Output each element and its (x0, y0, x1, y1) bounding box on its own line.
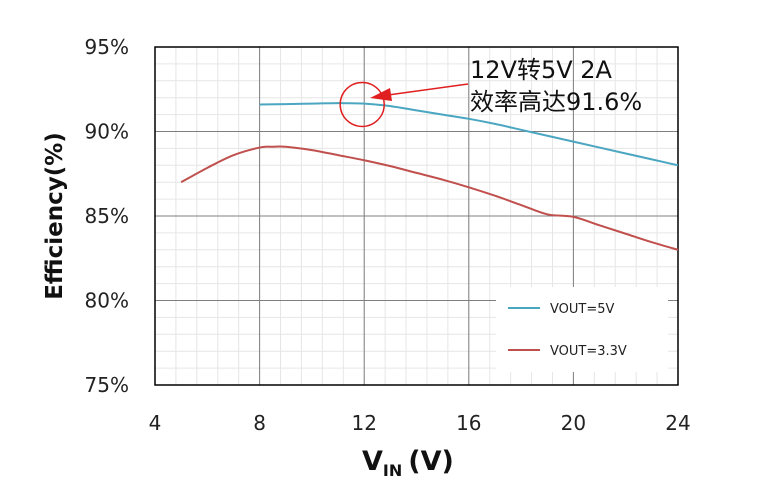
x-tick-label: 4 (149, 411, 162, 435)
x-axis-label-sub: IN (383, 461, 402, 480)
legend-label-vout-3v3: VOUT=3.3V (550, 344, 627, 359)
legend-box (496, 287, 668, 372)
plot-frame (154, 46, 679, 386)
y-tick-label: 85% (85, 204, 129, 228)
series-line-vout-5v (259, 102, 679, 167)
x-tick-label: 24 (665, 411, 690, 435)
x-axis-label: VIN (V) (362, 446, 454, 480)
x-tick-label: 8 (253, 411, 266, 435)
legend-label-vout-5v: VOUT=5V (550, 302, 615, 317)
annotation-arrow-line (387, 83, 469, 96)
x-axis-label-main: V (362, 446, 383, 477)
y-tick-label: 75% (85, 373, 129, 397)
annotation-text-line2: 效率高达91.6% (470, 88, 642, 116)
x-tick-label: 12 (351, 411, 376, 435)
x-tick-labels: 4 8 12 16 20 24 (149, 411, 691, 435)
legend: VOUT=5V VOUT=3.3V (496, 287, 668, 372)
annotation-circle (339, 81, 385, 128)
y-tick-label: 95% (85, 35, 129, 59)
annotation: 12V转5V 2A 效率高达91.6% (339, 56, 642, 128)
y-axis-label: Efficiency(%) (42, 132, 68, 300)
annotation-arrow-head (370, 88, 392, 101)
y-tick-label: 80% (85, 289, 129, 313)
y-tick-labels: 95% 90% 85% 80% 75% (85, 35, 129, 397)
series-line-vout-3v3 (180, 145, 679, 251)
series-layer (180, 102, 679, 251)
x-axis-label-unit: (V) (408, 446, 454, 477)
x-tick-label: 20 (561, 411, 586, 435)
y-tick-label: 90% (85, 120, 129, 144)
annotation-text-line1: 12V转5V 2A (470, 56, 613, 84)
x-tick-label: 16 (456, 411, 481, 435)
